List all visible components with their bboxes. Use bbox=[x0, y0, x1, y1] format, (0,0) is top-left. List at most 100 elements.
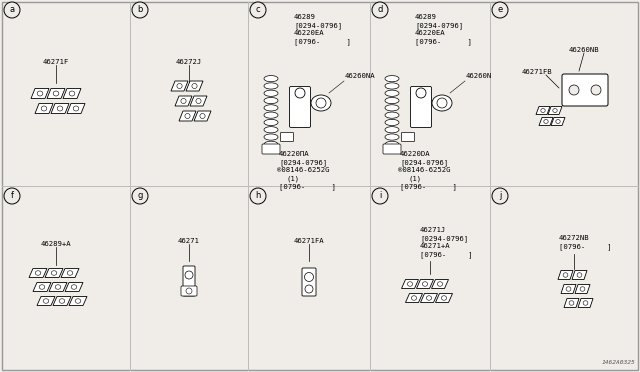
Text: 46289+A: 46289+A bbox=[41, 241, 71, 247]
Circle shape bbox=[132, 188, 148, 204]
Text: g: g bbox=[138, 192, 143, 201]
Ellipse shape bbox=[264, 141, 278, 147]
Polygon shape bbox=[420, 294, 438, 302]
Circle shape bbox=[132, 2, 148, 18]
Polygon shape bbox=[558, 270, 573, 279]
Text: 46272NB: 46272NB bbox=[559, 235, 589, 241]
Ellipse shape bbox=[264, 134, 278, 140]
Ellipse shape bbox=[264, 105, 278, 111]
FancyBboxPatch shape bbox=[262, 144, 280, 154]
Ellipse shape bbox=[385, 134, 399, 140]
Ellipse shape bbox=[385, 112, 399, 118]
Text: (1): (1) bbox=[408, 175, 421, 182]
Polygon shape bbox=[186, 81, 203, 91]
Polygon shape bbox=[35, 103, 53, 113]
FancyBboxPatch shape bbox=[181, 286, 197, 296]
Text: ®08146-6252G: ®08146-6252G bbox=[277, 167, 330, 173]
Text: 46260NA: 46260NA bbox=[345, 73, 376, 79]
Text: 46260N: 46260N bbox=[466, 73, 492, 79]
Text: 46271J: 46271J bbox=[420, 227, 446, 233]
Polygon shape bbox=[63, 89, 81, 99]
Polygon shape bbox=[561, 285, 576, 294]
Circle shape bbox=[250, 2, 266, 18]
Text: 46220EA: 46220EA bbox=[415, 30, 445, 36]
Text: 46271FA: 46271FA bbox=[294, 238, 324, 244]
Polygon shape bbox=[536, 106, 550, 115]
FancyBboxPatch shape bbox=[183, 266, 195, 296]
Polygon shape bbox=[578, 298, 593, 308]
Ellipse shape bbox=[311, 95, 331, 111]
Polygon shape bbox=[69, 296, 87, 305]
Text: j: j bbox=[499, 192, 501, 201]
Circle shape bbox=[569, 85, 579, 95]
Polygon shape bbox=[31, 89, 49, 99]
Text: [0796-     ]: [0796- ] bbox=[420, 251, 472, 258]
Polygon shape bbox=[417, 279, 433, 289]
Ellipse shape bbox=[385, 141, 399, 147]
Polygon shape bbox=[431, 279, 449, 289]
Polygon shape bbox=[45, 269, 63, 278]
Polygon shape bbox=[65, 282, 83, 292]
FancyBboxPatch shape bbox=[401, 132, 415, 141]
Polygon shape bbox=[551, 118, 565, 125]
FancyBboxPatch shape bbox=[289, 87, 310, 128]
FancyBboxPatch shape bbox=[410, 87, 431, 128]
Polygon shape bbox=[37, 296, 55, 305]
Text: e: e bbox=[497, 6, 502, 15]
Ellipse shape bbox=[385, 97, 399, 104]
Text: f: f bbox=[10, 192, 13, 201]
Polygon shape bbox=[179, 111, 196, 121]
Ellipse shape bbox=[264, 76, 278, 82]
Text: [0796-      ]: [0796- ] bbox=[400, 183, 457, 190]
Text: 46289: 46289 bbox=[415, 14, 437, 20]
Text: 46271: 46271 bbox=[178, 238, 200, 244]
Text: (1): (1) bbox=[287, 175, 300, 182]
Ellipse shape bbox=[385, 119, 399, 126]
Polygon shape bbox=[175, 96, 192, 106]
Text: 1462A0325: 1462A0325 bbox=[601, 360, 635, 365]
Ellipse shape bbox=[264, 126, 278, 133]
FancyBboxPatch shape bbox=[562, 74, 608, 106]
Polygon shape bbox=[51, 103, 69, 113]
Polygon shape bbox=[435, 294, 452, 302]
Ellipse shape bbox=[385, 76, 399, 82]
Circle shape bbox=[372, 2, 388, 18]
FancyBboxPatch shape bbox=[302, 268, 316, 296]
Text: [0796-      ]: [0796- ] bbox=[294, 38, 351, 45]
Polygon shape bbox=[29, 269, 47, 278]
Circle shape bbox=[591, 85, 601, 95]
Text: 46220ΠA: 46220ΠA bbox=[279, 151, 310, 157]
Text: 46271F: 46271F bbox=[43, 59, 69, 65]
Ellipse shape bbox=[385, 105, 399, 111]
Polygon shape bbox=[194, 111, 211, 121]
Text: 46272J: 46272J bbox=[176, 59, 202, 65]
Text: c: c bbox=[256, 6, 260, 15]
Text: i: i bbox=[379, 192, 381, 201]
Polygon shape bbox=[53, 296, 71, 305]
Text: [0294-0796]: [0294-0796] bbox=[279, 159, 327, 166]
Text: 46271FB: 46271FB bbox=[522, 69, 552, 75]
Circle shape bbox=[372, 188, 388, 204]
Circle shape bbox=[4, 2, 20, 18]
Text: b: b bbox=[138, 6, 143, 15]
Polygon shape bbox=[539, 118, 553, 125]
Polygon shape bbox=[548, 106, 562, 115]
Circle shape bbox=[250, 188, 266, 204]
Text: d: d bbox=[378, 6, 383, 15]
Circle shape bbox=[4, 188, 20, 204]
Text: [0294-0796]: [0294-0796] bbox=[400, 159, 448, 166]
Polygon shape bbox=[61, 269, 79, 278]
Ellipse shape bbox=[264, 83, 278, 89]
FancyBboxPatch shape bbox=[280, 132, 294, 141]
Polygon shape bbox=[190, 96, 207, 106]
Ellipse shape bbox=[264, 90, 278, 96]
Polygon shape bbox=[575, 285, 590, 294]
Text: 46220EA: 46220EA bbox=[294, 30, 324, 36]
Polygon shape bbox=[401, 279, 419, 289]
Polygon shape bbox=[67, 103, 85, 113]
Ellipse shape bbox=[385, 126, 399, 133]
Polygon shape bbox=[33, 282, 51, 292]
Text: ®08146-6252G: ®08146-6252G bbox=[398, 167, 451, 173]
Ellipse shape bbox=[432, 95, 452, 111]
FancyBboxPatch shape bbox=[383, 144, 401, 154]
